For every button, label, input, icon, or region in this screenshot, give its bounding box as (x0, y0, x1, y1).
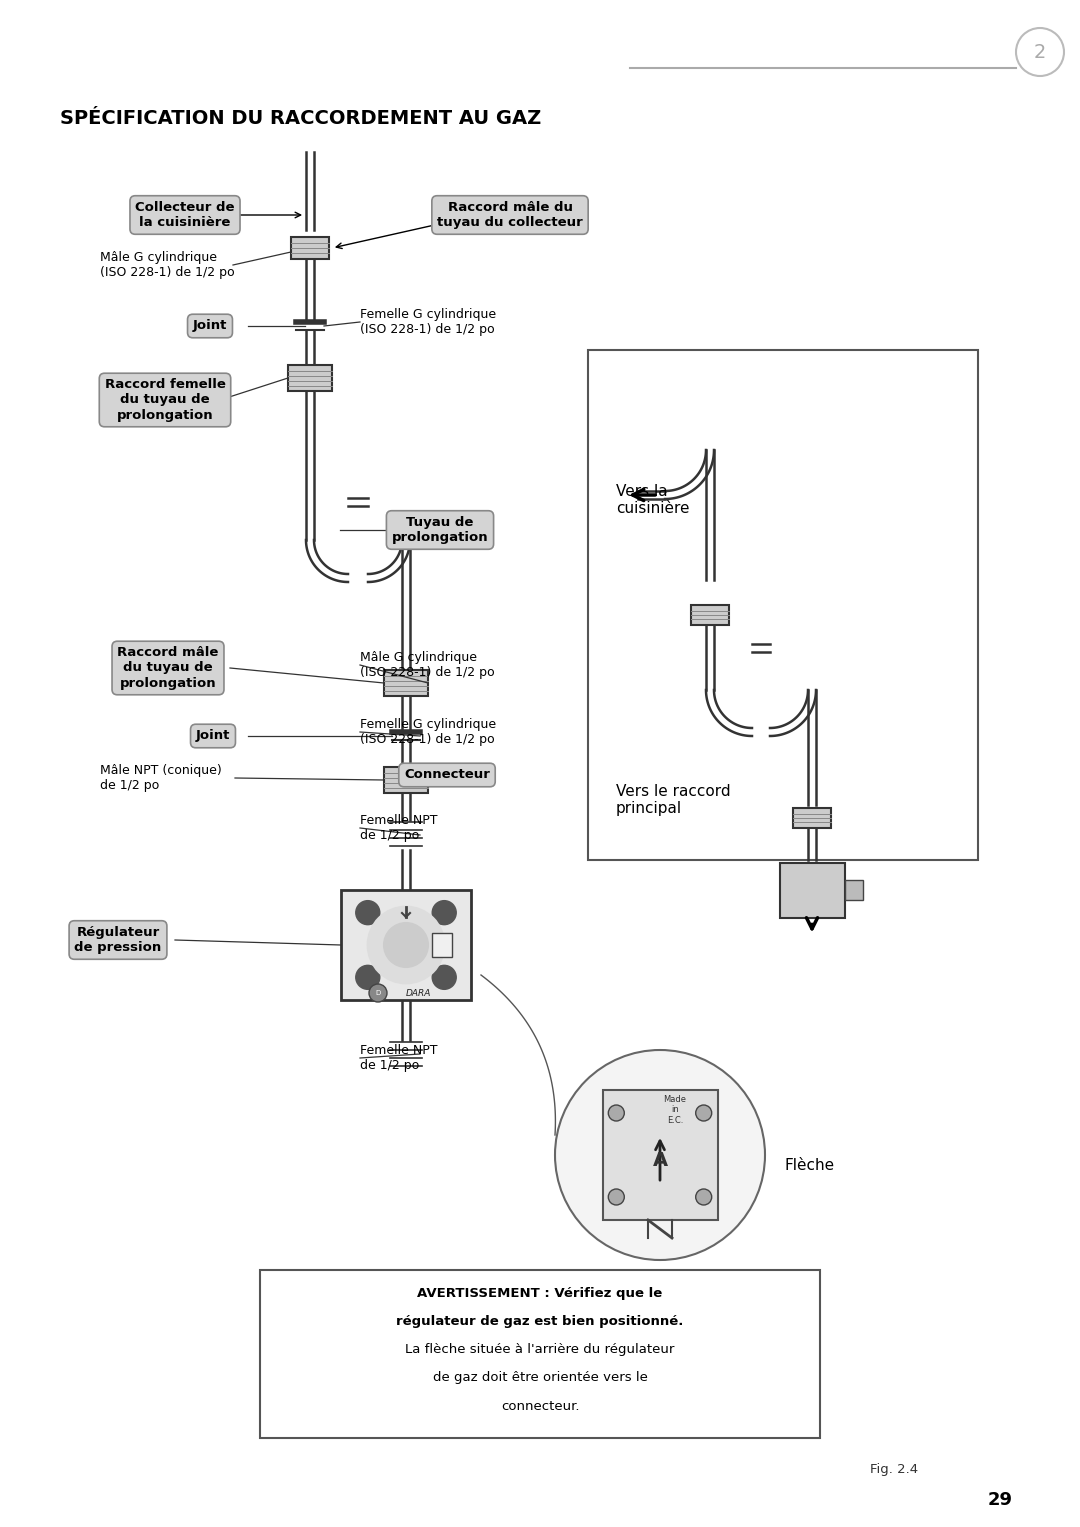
Text: 29: 29 (987, 1490, 1013, 1509)
Text: Raccord mâle
du tuyau de
prolongation: Raccord mâle du tuyau de prolongation (118, 646, 218, 690)
Text: Raccord femelle
du tuyau de
prolongation: Raccord femelle du tuyau de prolongation (105, 379, 226, 421)
Text: La flèche située à l'arrière du régulateur: La flèche située à l'arrière du régulate… (405, 1344, 675, 1356)
Text: Femelle G cylindrique
(ISO 228-1) de 1/2 po: Femelle G cylindrique (ISO 228-1) de 1/2… (360, 308, 496, 336)
FancyBboxPatch shape (845, 880, 863, 899)
Circle shape (432, 901, 456, 925)
Text: connecteur.: connecteur. (501, 1400, 579, 1412)
Text: Régulateur
de pression: Régulateur de pression (75, 925, 162, 954)
Text: Femelle NPT
de 1/2 po: Femelle NPT de 1/2 po (360, 814, 437, 841)
Text: Vers la
cuisinière: Vers la cuisinière (616, 484, 689, 516)
Circle shape (384, 922, 428, 967)
Text: Mâle G cylindrique
(ISO 228-1) de 1/2 po: Mâle G cylindrique (ISO 228-1) de 1/2 po (100, 250, 234, 279)
Circle shape (608, 1190, 624, 1205)
Text: Femelle G cylindrique
(ISO 228-1) de 1/2 po: Femelle G cylindrique (ISO 228-1) de 1/2… (360, 718, 496, 747)
Text: A: A (652, 1150, 667, 1170)
Circle shape (355, 965, 380, 989)
FancyBboxPatch shape (588, 350, 978, 860)
FancyBboxPatch shape (793, 808, 831, 828)
Text: Connecteur: Connecteur (404, 768, 490, 782)
Text: Collecteur de
la cuisinière: Collecteur de la cuisinière (135, 202, 234, 229)
Circle shape (355, 901, 380, 925)
Text: Raccord mâle du
tuyau du collecteur: Raccord mâle du tuyau du collecteur (437, 202, 583, 229)
Text: Joint: Joint (193, 319, 227, 333)
Text: D: D (376, 989, 380, 996)
Text: AVERTISSEMENT : Vérifiez que le: AVERTISSEMENT : Vérifiez que le (417, 1287, 663, 1301)
Text: Joint: Joint (195, 730, 230, 742)
Text: Vers le raccord
principal: Vers le raccord principal (616, 783, 731, 817)
FancyBboxPatch shape (384, 670, 428, 696)
Text: Mâle NPT (conique)
de 1/2 po: Mâle NPT (conique) de 1/2 po (100, 764, 221, 793)
Circle shape (369, 983, 387, 1002)
Text: Tuyau de
prolongation: Tuyau de prolongation (392, 516, 488, 544)
Text: SPÉCIFICATION DU RACCORDEMENT AU GAZ: SPÉCIFICATION DU RACCORDEMENT AU GAZ (60, 108, 541, 127)
Circle shape (696, 1106, 712, 1121)
Text: 2: 2 (1034, 43, 1047, 61)
Circle shape (368, 907, 444, 983)
Text: Femelle NPT
de 1/2 po: Femelle NPT de 1/2 po (360, 1044, 437, 1072)
Circle shape (608, 1106, 624, 1121)
Circle shape (432, 965, 456, 989)
Text: Mâle G cylindrique
(ISO 228-1) de 1/2 po: Mâle G cylindrique (ISO 228-1) de 1/2 po (360, 651, 495, 680)
FancyBboxPatch shape (384, 767, 428, 793)
FancyBboxPatch shape (260, 1270, 820, 1438)
FancyBboxPatch shape (341, 890, 471, 1000)
Text: DARA: DARA (405, 988, 431, 997)
Text: Flèche: Flèche (785, 1157, 835, 1173)
Circle shape (696, 1190, 712, 1205)
Text: Fig. 2.4: Fig. 2.4 (870, 1463, 918, 1477)
Circle shape (555, 1051, 765, 1260)
FancyBboxPatch shape (291, 237, 329, 260)
FancyBboxPatch shape (780, 863, 845, 918)
FancyBboxPatch shape (432, 933, 453, 957)
FancyBboxPatch shape (288, 365, 332, 391)
Text: de gaz doit être orientée vers le: de gaz doit être orientée vers le (433, 1371, 647, 1385)
Text: Made
in
E.C.: Made in E.C. (663, 1095, 687, 1125)
FancyBboxPatch shape (603, 1090, 717, 1220)
Text: régulateur de gaz est bien positionné.: régulateur de gaz est bien positionné. (396, 1315, 684, 1328)
FancyBboxPatch shape (691, 605, 729, 625)
